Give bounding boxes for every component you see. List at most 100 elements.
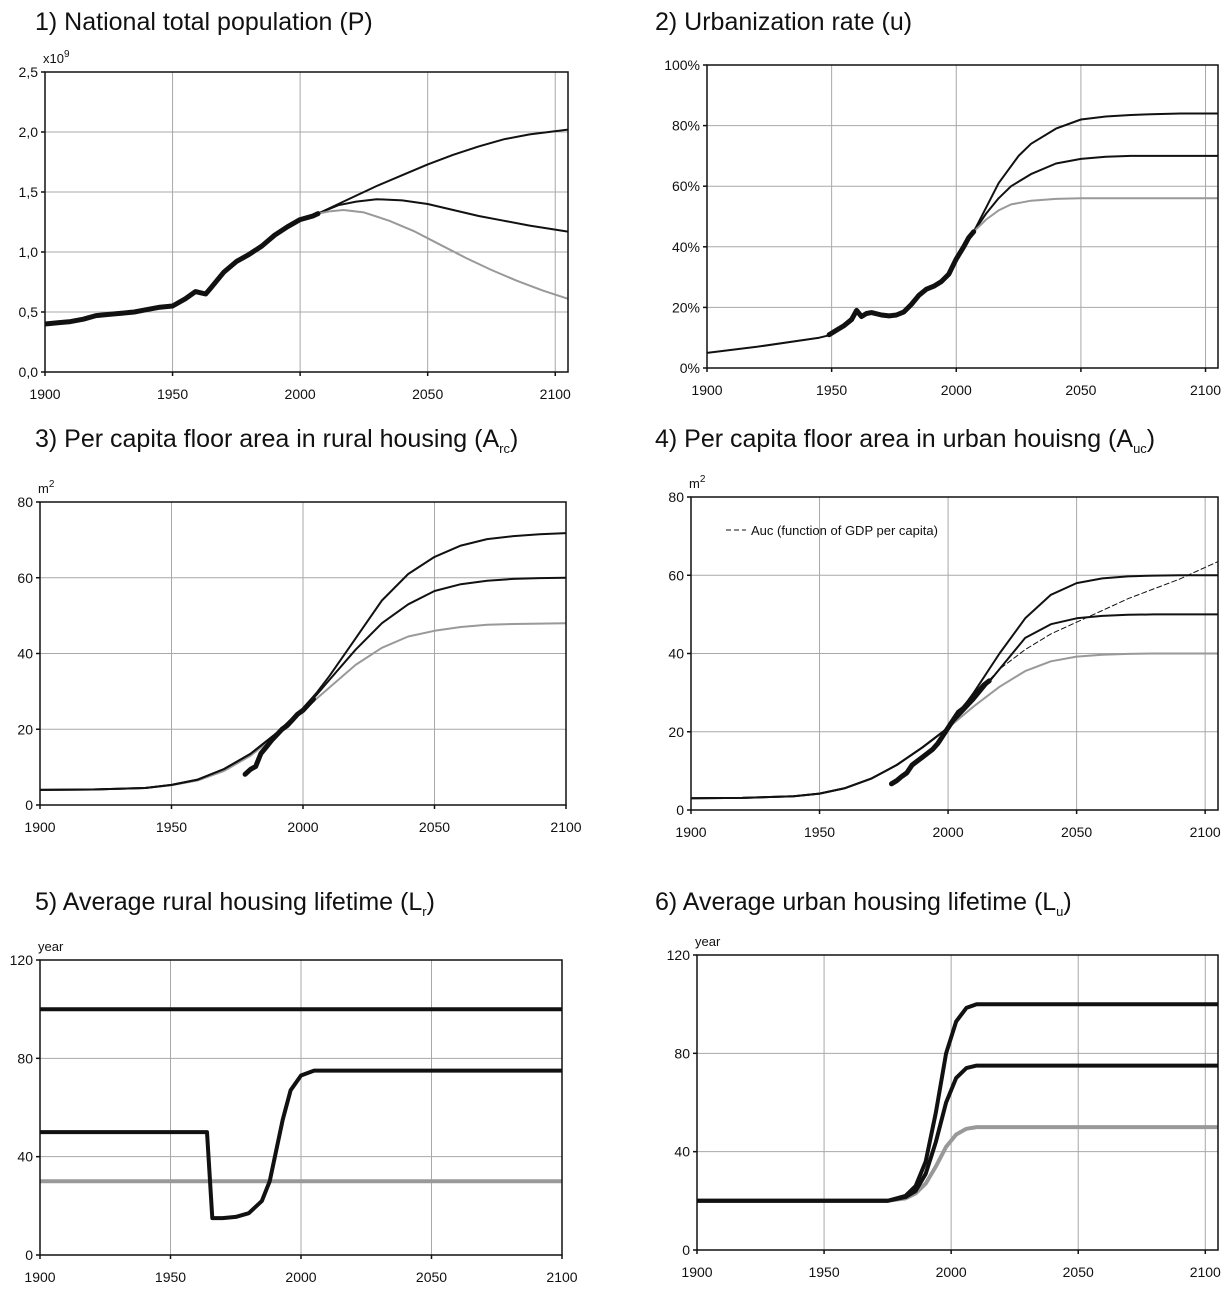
y-tick-label: 60 bbox=[17, 570, 33, 586]
series-group bbox=[691, 561, 1218, 800]
y-tick-label: 40 bbox=[17, 646, 33, 662]
y-tick-label: 120 bbox=[10, 952, 34, 968]
series-line bbox=[45, 211, 321, 327]
series-line bbox=[947, 561, 1218, 729]
x-tick-label: 2000 bbox=[287, 819, 318, 835]
series-group bbox=[40, 1007, 562, 1221]
x-tick-label: 1950 bbox=[155, 1269, 186, 1285]
unit-base: year bbox=[695, 934, 721, 949]
x-tick-label: 2100 bbox=[1190, 1264, 1221, 1280]
series-line bbox=[697, 1125, 1218, 1203]
x-tick-label: 1950 bbox=[808, 1264, 839, 1280]
panel-title: 1) National total population (P) bbox=[35, 8, 373, 37]
plot-frame bbox=[44, 71, 569, 373]
series-line bbox=[40, 532, 566, 791]
unit-superscript: 2 bbox=[49, 479, 55, 490]
panel-title: 2) Urbanization rate (u) bbox=[655, 8, 912, 37]
y-tick-label: 2,0 bbox=[19, 124, 39, 140]
y-tick-label: 20 bbox=[17, 721, 33, 737]
title-tail: ) bbox=[1063, 888, 1072, 916]
x-tick-label: 2100 bbox=[1190, 824, 1221, 840]
unit-label: x109 bbox=[43, 49, 70, 66]
x-tick-label: 2000 bbox=[936, 1264, 967, 1280]
x-tick-label: 1950 bbox=[804, 824, 835, 840]
x-tick-label: 2050 bbox=[419, 819, 450, 835]
series-group bbox=[40, 532, 566, 791]
unit-label: year bbox=[695, 934, 721, 949]
y-tick-label: 0 bbox=[682, 1242, 690, 1258]
unit-label: m2 bbox=[689, 474, 706, 491]
y-tick-label: 0% bbox=[680, 360, 700, 376]
title-tail: ) bbox=[509, 425, 519, 453]
x-tick-label: 1900 bbox=[675, 824, 706, 840]
series-line bbox=[889, 678, 992, 787]
x-tick-label: 2100 bbox=[550, 819, 581, 835]
y-tick-label: 80 bbox=[17, 494, 33, 510]
panel-title: 3) Per capita floor area in rural housin… bbox=[35, 425, 518, 456]
x-tick-label: 1950 bbox=[156, 819, 187, 835]
y-tick-label: 2,5 bbox=[19, 64, 39, 80]
x-tick-label: 2050 bbox=[1063, 1264, 1094, 1280]
title-main: 1) National total population (P) bbox=[35, 8, 373, 36]
y-tick-label: 60 bbox=[668, 567, 684, 583]
series-line bbox=[691, 574, 1218, 800]
x-tick-label: 2000 bbox=[285, 386, 316, 402]
series-group bbox=[45, 128, 568, 327]
legend-label: Auc (function of GDP per capita) bbox=[751, 523, 938, 538]
series-group bbox=[697, 1002, 1218, 1203]
series-line bbox=[242, 696, 316, 777]
y-tick-label: 40 bbox=[17, 1149, 33, 1165]
unit-base: year bbox=[38, 939, 64, 954]
x-tick-label: 2050 bbox=[412, 386, 443, 402]
y-tick-label: 80 bbox=[668, 489, 684, 505]
unit-base: x10 bbox=[43, 51, 64, 66]
y-tick-label: 40% bbox=[672, 239, 700, 255]
series-line bbox=[972, 112, 1218, 233]
y-tick-label: 0,0 bbox=[19, 364, 39, 380]
x-tick-label: 1950 bbox=[157, 386, 188, 402]
x-tick-label: 2050 bbox=[416, 1269, 447, 1285]
x-tick-label: 2000 bbox=[285, 1269, 316, 1285]
series-line bbox=[972, 154, 1218, 233]
x-tick-label: 1950 bbox=[816, 382, 847, 398]
y-tick-label: 120 bbox=[667, 947, 691, 963]
y-tick-label: 80% bbox=[672, 118, 700, 134]
y-tick-label: 60% bbox=[672, 178, 700, 194]
title-main: 4) Per capita floor area in urban houisn… bbox=[655, 425, 1134, 453]
title-subscript: uc bbox=[1133, 441, 1147, 456]
x-tick-label: 2100 bbox=[546, 1269, 577, 1285]
title-tail: ) bbox=[426, 888, 435, 916]
unit-label: year bbox=[38, 939, 64, 954]
y-tick-label: 1,0 bbox=[19, 244, 39, 260]
y-tick-label: 20% bbox=[672, 299, 700, 315]
title-main: 6) Average urban housing lifetime (L bbox=[655, 888, 1057, 916]
y-tick-label: 1,5 bbox=[19, 184, 39, 200]
x-tick-label: 2050 bbox=[1061, 824, 1092, 840]
x-tick-label: 2000 bbox=[932, 824, 963, 840]
series-group bbox=[707, 112, 1218, 354]
y-tick-label: 80 bbox=[674, 1045, 690, 1061]
x-tick-label: 1900 bbox=[24, 819, 55, 835]
y-tick-label: 0 bbox=[25, 797, 33, 813]
y-tick-label: 0 bbox=[676, 802, 684, 818]
x-tick-label: 2100 bbox=[540, 386, 571, 402]
unit-label: m2 bbox=[38, 479, 55, 496]
y-tick-label: 20 bbox=[668, 724, 684, 740]
series-line bbox=[697, 1002, 1218, 1203]
unit-superscript: 2 bbox=[700, 474, 706, 485]
series-line bbox=[317, 128, 568, 215]
title-main: 2) Urbanization rate (u) bbox=[655, 8, 913, 36]
title-subscript: u bbox=[1056, 904, 1064, 919]
series-line bbox=[317, 198, 568, 233]
x-tick-label: 2100 bbox=[1190, 382, 1221, 398]
y-tick-label: 0,5 bbox=[19, 304, 39, 320]
title-subscript: r bbox=[422, 904, 427, 919]
series-line bbox=[707, 333, 833, 354]
unit-base: m bbox=[38, 481, 49, 496]
x-tick-label: 1900 bbox=[681, 1264, 712, 1280]
x-tick-label: 2000 bbox=[941, 382, 972, 398]
